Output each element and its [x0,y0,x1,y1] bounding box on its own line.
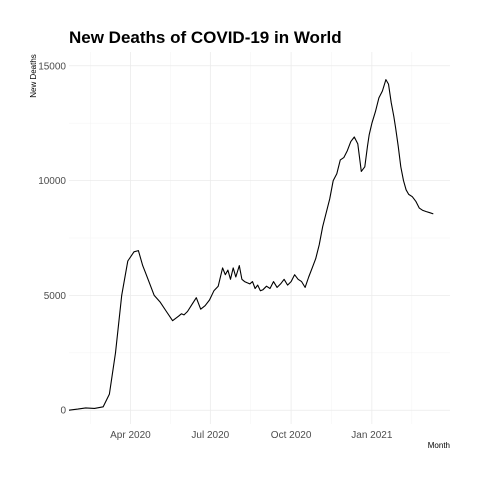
chart-title: New Deaths of COVID-19 in World [69,28,342,47]
x-tick-labels: Apr 2020 Jul 2020 Oct 2020 Jan 2021 [110,430,393,441]
x-tick-label: Apr 2020 [110,430,151,441]
y-tick-label: 15000 [38,61,66,72]
y-tick-label: 10000 [38,176,66,187]
x-axis-label: Month [428,441,450,450]
y-tick-label: 5000 [44,291,67,302]
y-axis-label: New Deaths [29,54,38,98]
x-tick-label: Jan 2021 [351,430,393,441]
y-tick-label: 0 [60,406,66,417]
y-tick-labels: 0 5000 10000 15000 [38,61,66,416]
x-tick-label: Jul 2020 [191,430,229,441]
minor-grid-y [69,123,450,353]
x-tick-label: Oct 2020 [271,430,312,441]
new-deaths-line [69,80,433,411]
